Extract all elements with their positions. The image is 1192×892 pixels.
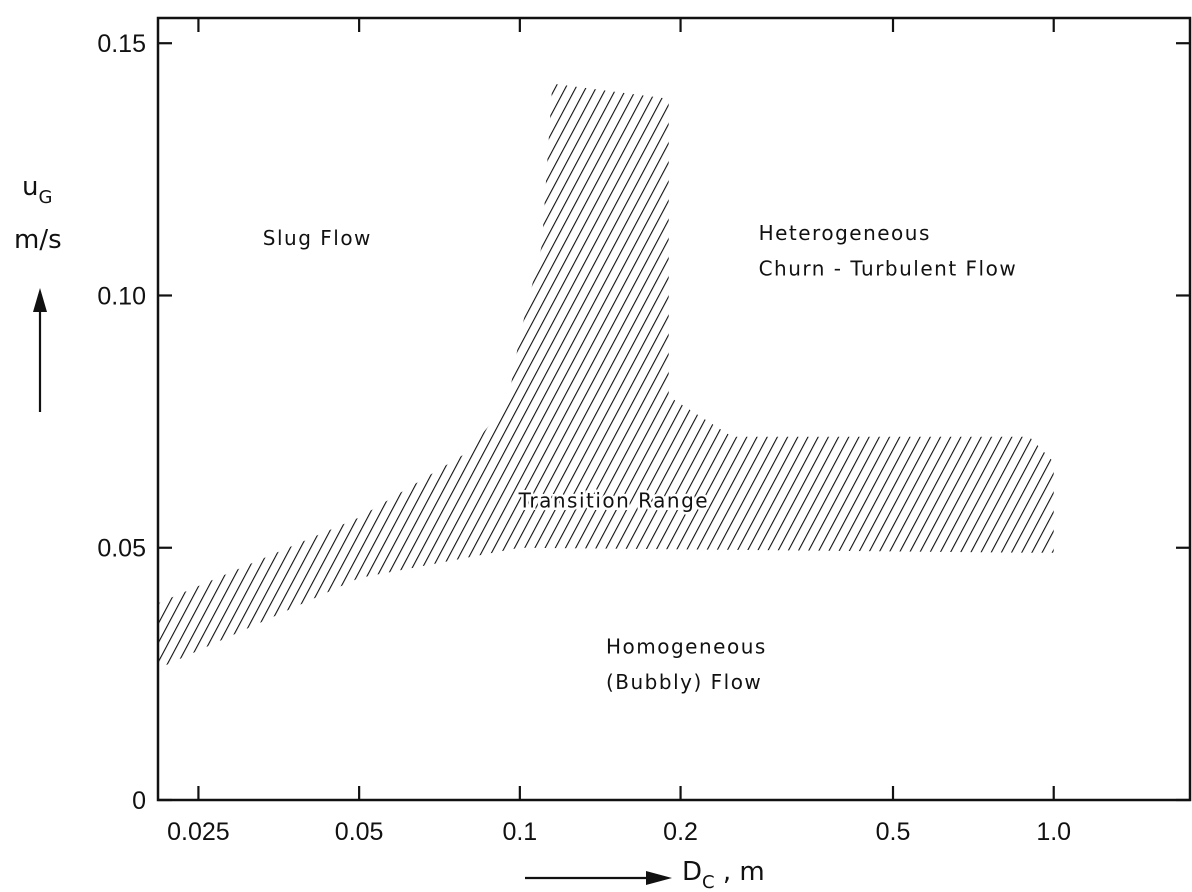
x-tick-label: 0.1 — [502, 818, 537, 846]
region-label: Transition Range — [518, 488, 709, 512]
y-axis-symbol: u — [22, 172, 38, 202]
y-axis: 0 0.05 0.10 0.15 — [97, 30, 1190, 815]
plot-area: 0.025 0.05 0.1 0.2 0.5 1.0 0 0.05 0.10 0.15 Slug… — [97, 16, 1192, 846]
x-axis-title: DC , m — [525, 857, 765, 892]
y-axis-arrow-icon — [33, 288, 47, 412]
x-tick-label: 0.025 — [167, 818, 230, 846]
region-label: (Bubbly) Flow — [606, 670, 762, 694]
y-tick-label: 0.05 — [97, 535, 146, 563]
y-tick-label: 0.10 — [97, 282, 146, 310]
y-axis-title: uG m/s — [14, 172, 62, 412]
region-label: Homogeneous — [606, 635, 767, 659]
region-label: Heterogeneous — [759, 221, 931, 245]
x-axis-unit: , m — [715, 857, 765, 887]
y-tick-label: 0.15 — [97, 30, 146, 58]
y-axis-unit: m/s — [14, 225, 62, 255]
plot-frame — [156, 16, 1192, 802]
x-axis-arrow-icon — [525, 871, 672, 885]
x-tick-label: 0.05 — [335, 818, 384, 846]
x-axis-symbol: D — [682, 857, 702, 887]
x-axis-subscript: C — [702, 872, 715, 892]
region-label: Slug Flow — [263, 226, 372, 250]
svg-text:uG: uG — [22, 172, 52, 208]
y-axis-subscript: G — [38, 187, 52, 208]
region-labels: Slug Flow Heterogeneous Churn - Turbulent … — [263, 221, 1018, 694]
y-tick-label: 0 — [132, 787, 146, 815]
x-axis: 0.025 0.05 0.1 0.2 0.5 1.0 — [167, 18, 1071, 846]
region-label: Churn - Turbulent Flow — [759, 256, 1018, 280]
svg-text:DC , m: DC , m — [682, 857, 765, 892]
x-tick-label: 0.2 — [663, 818, 698, 846]
transition-band — [158, 83, 1054, 669]
x-tick-label: 0.5 — [876, 818, 911, 846]
x-tick-label: 1.0 — [1036, 818, 1071, 846]
